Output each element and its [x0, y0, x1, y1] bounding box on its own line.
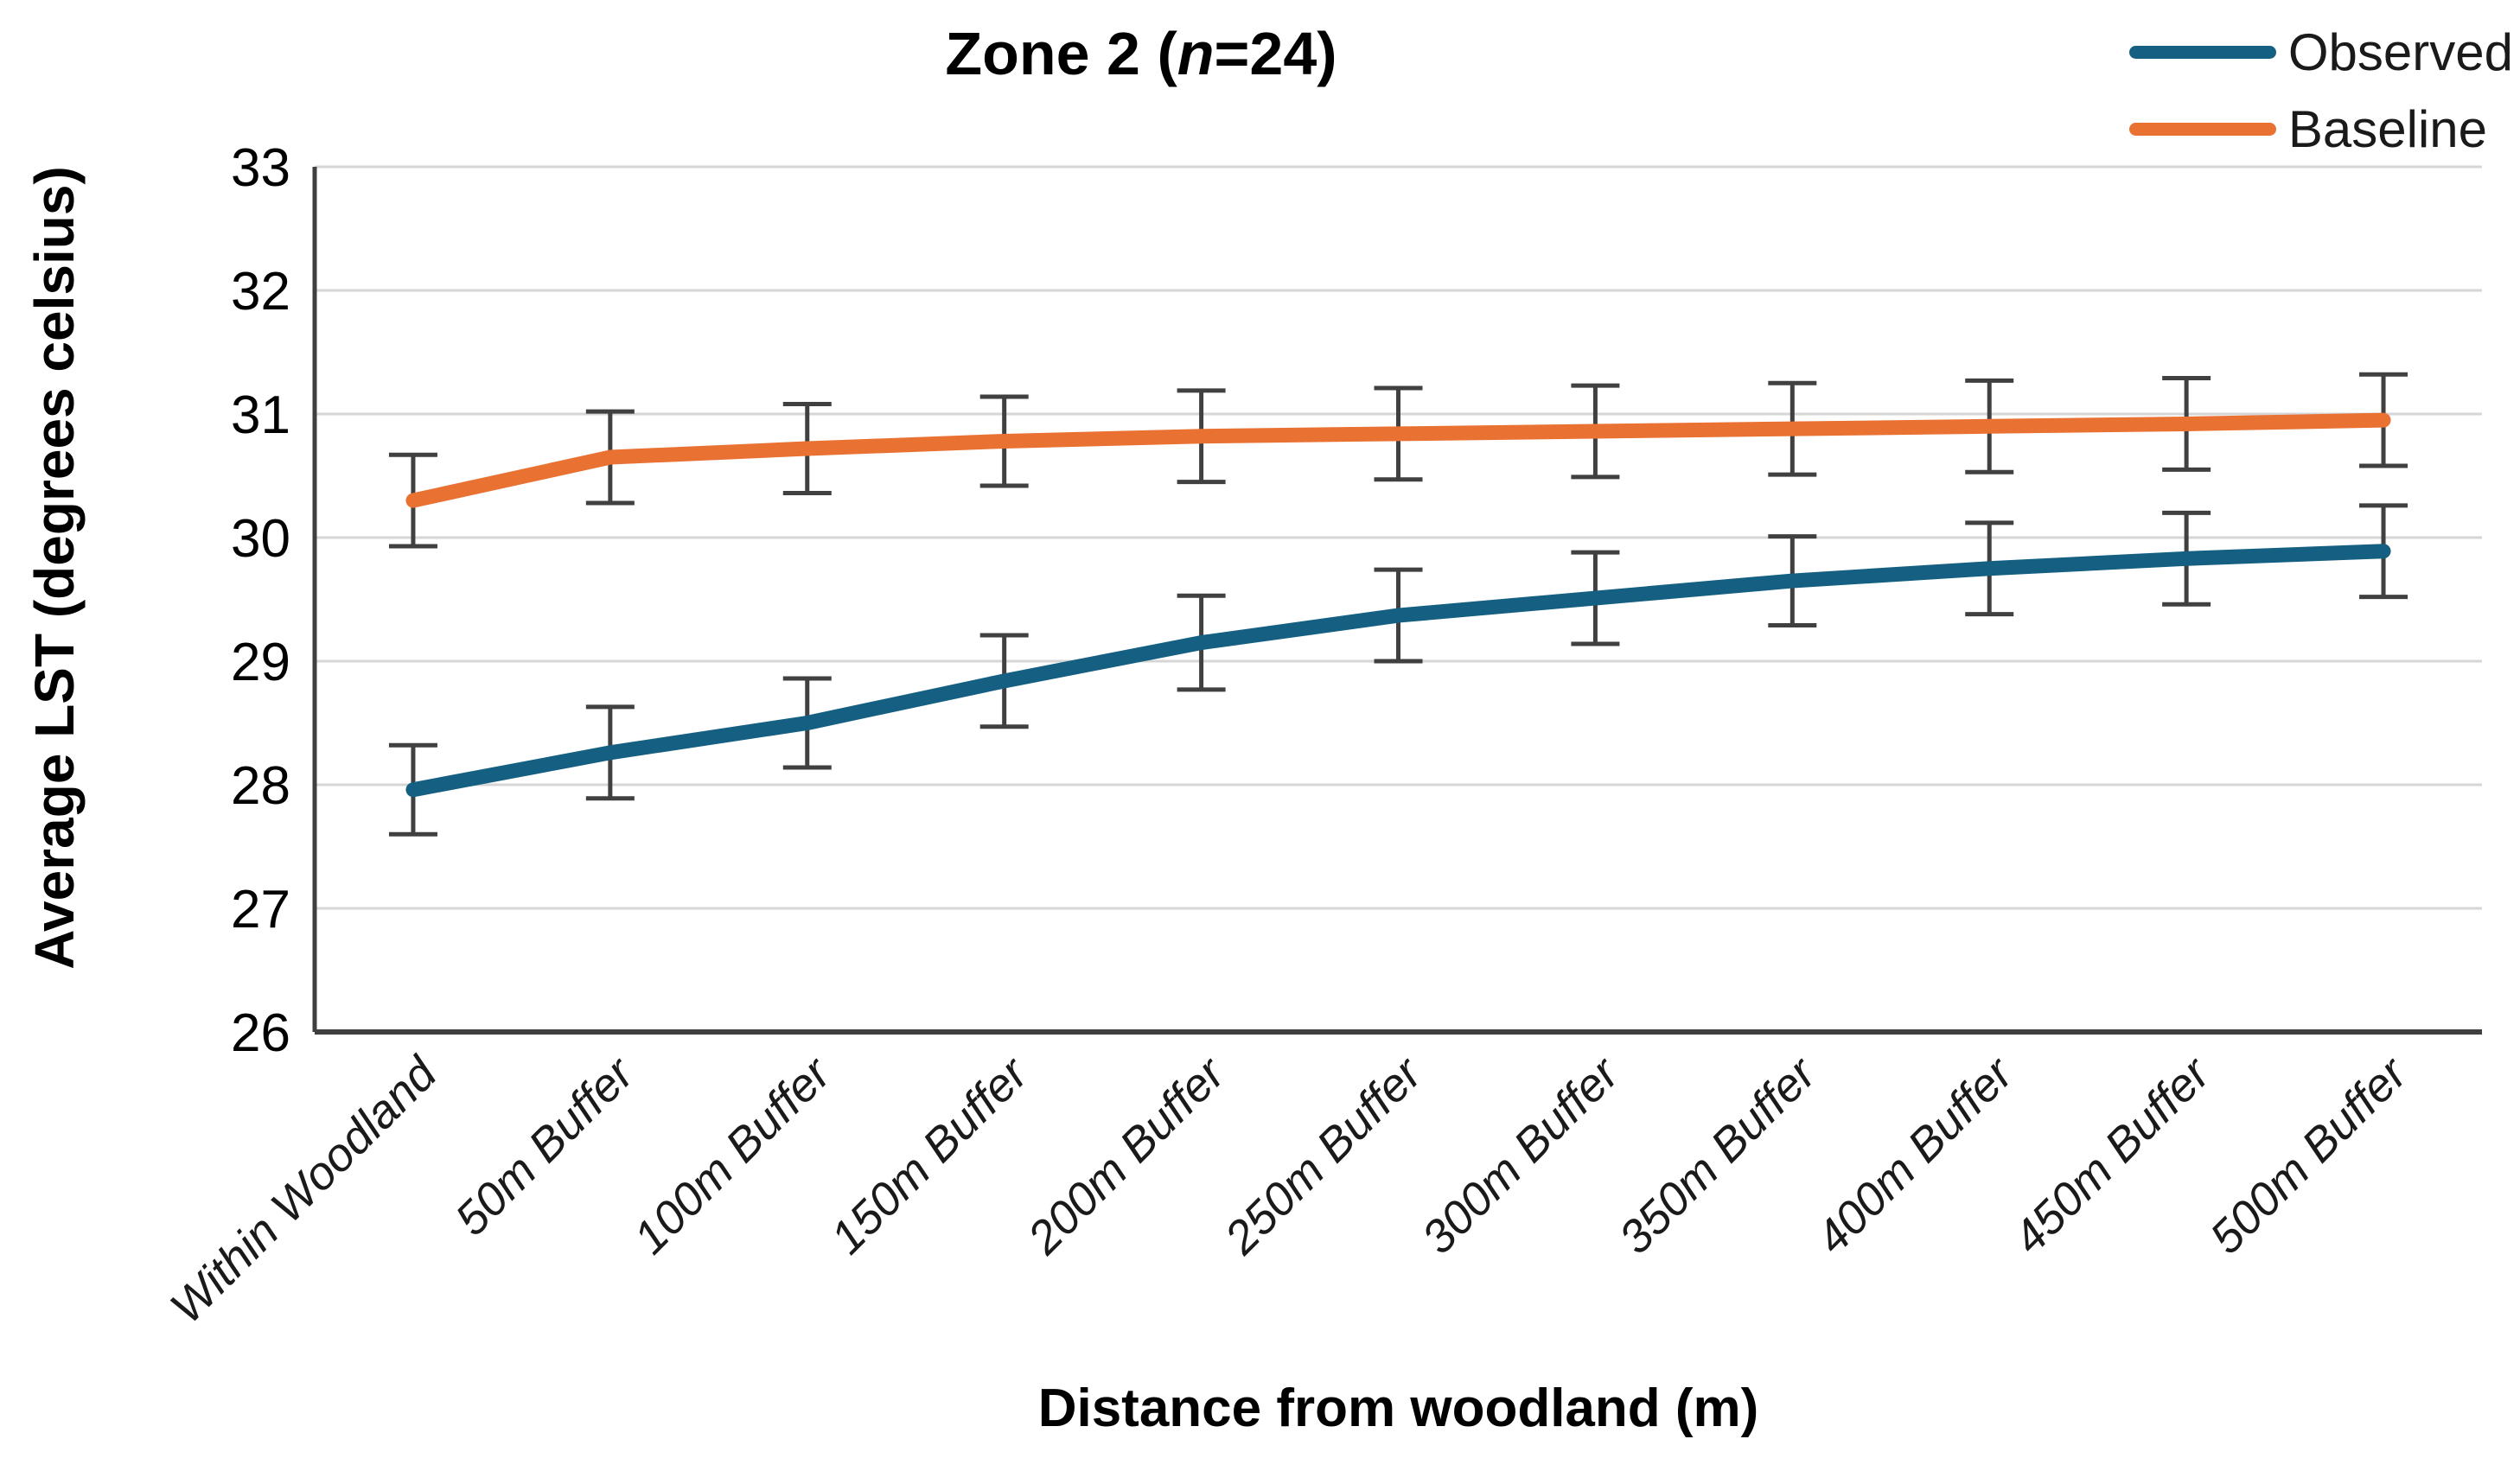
chart-title-suffix: =24) [1214, 20, 1337, 87]
x-tick-label: 250m Buffer [1215, 1047, 1433, 1265]
baseline-line [405, 412, 2391, 508]
y-tick-label: 28 [231, 756, 290, 816]
y-tick-label: 26 [231, 1003, 290, 1063]
x-tick-label: 50m Buffer [445, 1047, 645, 1246]
chart-title-text: Zone 2 ( [945, 20, 1177, 87]
y-tick-label: 33 [231, 138, 290, 198]
chart-title-n: n [1177, 20, 1215, 87]
legend: Observed Baseline [2128, 22, 2513, 159]
legend-label-baseline: Baseline [2287, 100, 2488, 158]
x-tick-label: 500m Buffer [2200, 1047, 2418, 1264]
x-tick-label: 450m Buffer [2003, 1047, 2221, 1264]
x-tick-label: 400m Buffer [1806, 1047, 2024, 1264]
y-tick-label: 31 [231, 385, 290, 445]
observed-line-swatch [2128, 46, 2276, 59]
baseline-line-swatch [2128, 123, 2276, 136]
y-tick-label: 32 [231, 262, 290, 322]
x-tick-label: Within Woodland [161, 1047, 448, 1334]
y-tick-label: 29 [231, 633, 290, 692]
legend-item-observed: Observed [2128, 22, 2513, 82]
x-tick-label: 150m Buffer [821, 1047, 1039, 1264]
x-tick-label: 300m Buffer [1412, 1047, 1630, 1264]
x-axis-title: Distance from woodland (m) [1037, 1379, 1759, 1438]
x-tick-label: 350m Buffer [1609, 1047, 1827, 1264]
chart-title: Zone 2 (n=24) [0, 19, 2282, 88]
y-axis-title: Average LST (degrees celsius) [23, 166, 86, 970]
legend-item-baseline: Baseline [2128, 99, 2513, 159]
legend-label-observed: Observed [2287, 23, 2513, 81]
y-tick-label: 27 [231, 880, 290, 939]
x-tick-label: 200m Buffer [1018, 1047, 1236, 1265]
x-tick-label: 100m Buffer [624, 1047, 842, 1264]
observed-line [405, 544, 2391, 798]
y-tick-label: 30 [231, 509, 290, 569]
